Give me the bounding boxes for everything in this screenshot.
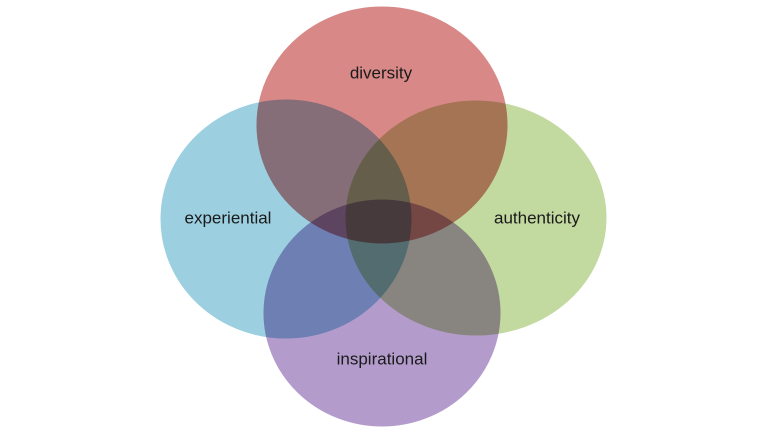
authenticity-label: authenticity [494,208,580,227]
diversity-label: diversity [350,63,413,82]
experiential-label: experiential [185,208,272,227]
inspirational-label: inspirational [337,349,428,368]
experiential-circle [157,96,415,342]
